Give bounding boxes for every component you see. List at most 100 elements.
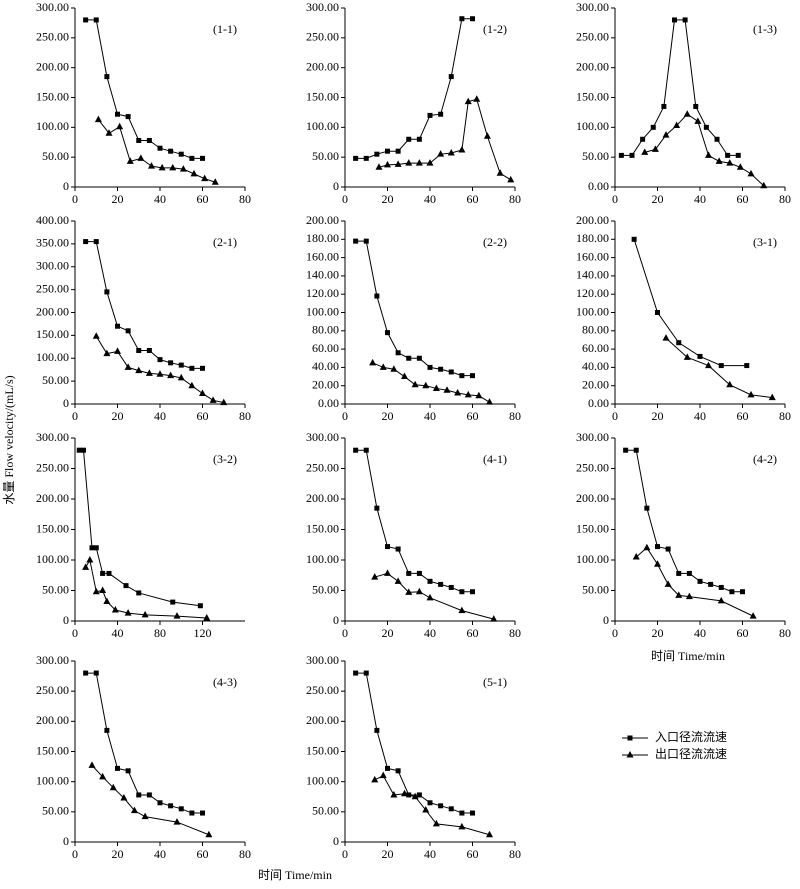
y-tick-label: 160.00 [576,249,609,263]
triangle-marker [437,150,445,157]
y-tick-label: 100.00 [36,350,69,364]
x-tick-label: 60 [197,847,209,861]
series-line [85,672,203,814]
square-marker [744,363,750,369]
triangle-marker [405,159,413,166]
triangle-marker [116,122,124,130]
square-marker [448,369,454,375]
y-tick-label: 40.00 [312,359,339,373]
square-marker [93,545,99,551]
x-tick-label: 80 [154,626,166,640]
y-tick-label: 50.00 [42,582,69,596]
square-marker [374,293,380,299]
triangle-marker [126,157,134,164]
triangle-marker [371,573,379,580]
triangle-marker [447,148,455,156]
square-marker [470,589,475,595]
y-tick-label: 250.00 [576,460,609,474]
triangle-marker [405,588,413,595]
triangle-marker [145,369,153,376]
x-tick-label: 80 [509,847,521,861]
triangle-marker [662,131,670,138]
triangle-marker [394,577,402,584]
square-marker [416,792,422,798]
triangle-marker [651,145,659,152]
triangle-marker [411,792,419,800]
triangle-marker [99,772,107,780]
triangle-marker [760,181,768,189]
square-marker [618,152,624,158]
y-tick-label: 50.00 [582,149,609,163]
triangle-marker [179,165,187,172]
square-marker [427,112,433,118]
y-tick-label: 50.00 [42,373,69,387]
square-marker [125,768,131,774]
y-tick-label: 300.00 [306,430,339,444]
square-marker [178,806,184,812]
triangle-marker [768,393,776,401]
y-tick-label: 300.00 [306,653,339,667]
y-tick-label: 0 [333,613,339,627]
legend-entry: 出口径流流速 [622,747,727,761]
triangle-marker [173,818,181,825]
square-marker [115,323,120,329]
panel: 0 50.00 100.00 150.00 200.00 250.00 300.00 0 20 4… [36,653,251,861]
square-marker [395,768,401,774]
square-marker [168,803,174,809]
square-marker [353,447,359,453]
y-tick-label: 100.00 [306,773,339,787]
x-tick-label: 40 [154,847,166,861]
triangle-marker [205,830,213,838]
square-marker [168,360,174,366]
triangle-marker [120,793,128,801]
x-tick-label: 60 [737,409,749,423]
triangle-marker [675,591,683,598]
series-line [91,765,210,836]
square-marker [438,803,444,809]
square-marker [170,599,176,605]
square-marker [189,365,195,371]
y-tick-label: 180.00 [576,231,609,245]
y-tick-label: 350.00 [36,236,69,250]
y-axis-label: 水量 Flow velocity/(mL/s) [2,375,16,504]
y-tick-label: 100.00 [36,552,69,566]
square-marker [93,17,99,23]
legend-entry: 入口径流流速 [622,730,727,744]
series-line [625,449,743,593]
square-marker [697,578,703,584]
square-marker [395,148,401,154]
triangle-marker [643,543,651,551]
square-marker [448,806,454,812]
square-marker [125,328,131,334]
panel: 0 50.00 100.00 150.00 200.00 250.00 300.00 0 20 4… [306,0,521,206]
square-marker [406,355,412,361]
x-tick-label: 60 [467,192,479,206]
square-marker [438,581,444,587]
square-marker [438,111,444,117]
triangle-marker [422,806,430,813]
x-tick-label: 60 [467,626,479,640]
triangle-marker [211,178,219,185]
y-tick-label: 120.00 [576,286,609,300]
triangle-marker [426,593,434,601]
square-marker [718,363,724,369]
square-marker [83,17,89,23]
triangle-marker [736,163,744,170]
square-marker [693,103,699,109]
y-tick-label: 300.00 [36,653,69,667]
square-marker [89,545,95,551]
triangle-marker [717,596,725,604]
y-tick-label: 100.00 [306,304,339,318]
legend-label: 入口径流流速 [655,730,727,744]
triangle-marker [641,148,649,155]
y-tick-label: 300.00 [576,0,609,14]
series-line [79,449,201,607]
y-tick-label: 50.00 [312,804,339,818]
triangle-marker [662,334,670,341]
square-marker [427,800,433,806]
triangle-marker [475,391,483,399]
triangle-marker [137,154,145,161]
y-tick-label: 0 [333,834,339,848]
y-tick-label: 100.00 [576,119,609,133]
triangle-marker [369,358,377,366]
